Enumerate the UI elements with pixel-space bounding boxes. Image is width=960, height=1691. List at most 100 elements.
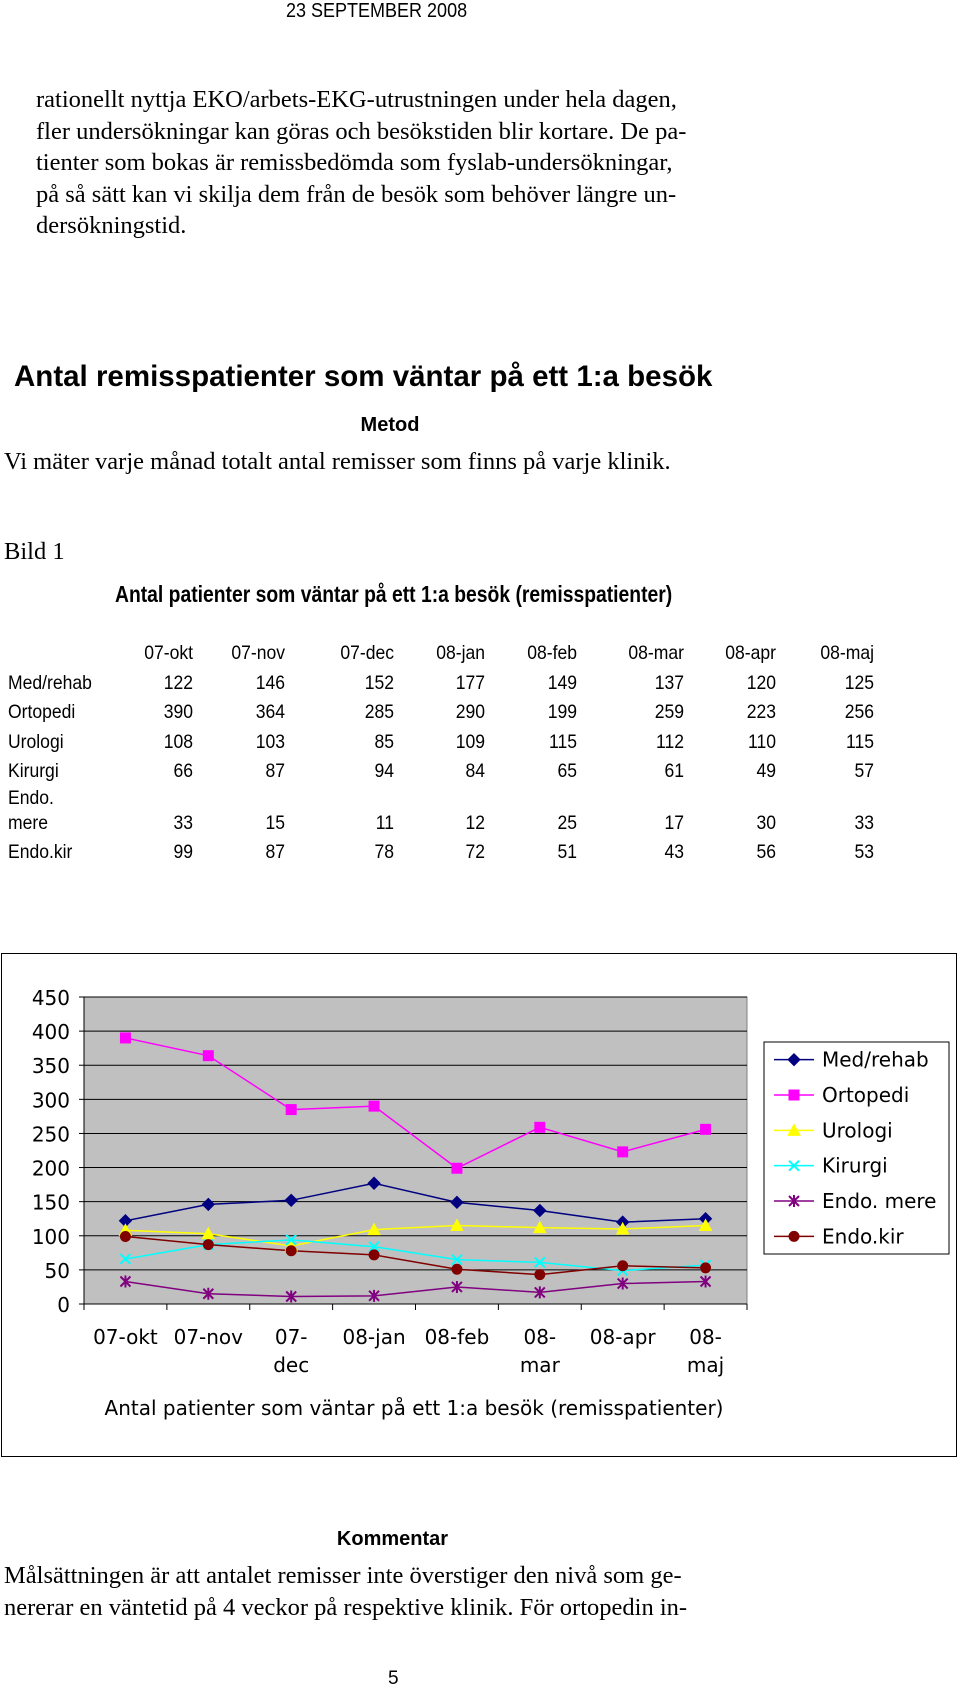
data-point xyxy=(119,1032,131,1044)
table-cell: 122 xyxy=(163,671,193,694)
table-cell: 78 xyxy=(374,841,394,863)
intro-line: på så sätt kan vi skilja dem från de bes… xyxy=(36,180,677,208)
legend-label: Kirurgi xyxy=(822,1154,888,1178)
table-row-label: Med/rehab xyxy=(8,671,92,694)
series-line xyxy=(125,1182,706,1223)
legend-label: Urologi xyxy=(822,1118,893,1142)
table-cell: 94 xyxy=(374,760,394,782)
data-point xyxy=(451,1280,463,1293)
table-cell: 33 xyxy=(854,811,874,834)
intro-line: dersökningstid. xyxy=(36,212,187,239)
table-cell: 11 xyxy=(375,811,394,834)
y-tick-label: 250 xyxy=(32,1122,70,1146)
data-point xyxy=(617,1146,629,1158)
table-cell: 108 xyxy=(163,730,193,753)
data-point xyxy=(368,1249,380,1261)
table-cell: 65 xyxy=(557,760,577,782)
table-cell: 15 xyxy=(265,811,285,834)
legend-marker xyxy=(788,1195,800,1207)
table-cell: 390 xyxy=(163,701,193,723)
data-point xyxy=(534,1286,546,1299)
series-line xyxy=(125,1239,706,1272)
table-column-header: 07-okt xyxy=(144,642,193,664)
table-cell: 53 xyxy=(854,841,874,863)
table-column-header: 08-jan xyxy=(436,642,485,664)
data-point xyxy=(285,1245,297,1257)
table-cell: 84 xyxy=(465,760,485,782)
data-point xyxy=(615,1221,630,1235)
table-column-header: 08-mar xyxy=(628,642,684,664)
data-point xyxy=(284,1193,298,1208)
table-cell: 49 xyxy=(756,760,776,782)
legend-box xyxy=(763,1041,950,1255)
table-cell: 152 xyxy=(364,671,394,694)
intro-line: rationellt nyttja EKO/arbets-EKG-utrustn… xyxy=(36,86,677,113)
table-column-header: 07-dec xyxy=(340,642,394,664)
table-cell: 120 xyxy=(746,671,776,694)
intro-paragraph: rationellt nyttja EKO/arbets-EKG-utrustn… xyxy=(36,84,766,242)
y-tick-label: 350 xyxy=(32,1054,70,1078)
data-point xyxy=(617,1260,629,1272)
table-cell: 112 xyxy=(656,730,684,753)
data-point xyxy=(201,1226,216,1240)
table-cell: 30 xyxy=(756,811,776,834)
table-row-label: Endo.kir xyxy=(8,841,73,863)
data-point xyxy=(451,1253,463,1266)
data-point xyxy=(202,1239,214,1251)
x-tick-label: maj xyxy=(687,1353,724,1377)
legend-marker xyxy=(787,1052,801,1067)
legend-label: Ortopedi xyxy=(822,1083,909,1107)
table-row-label: Kirurgi xyxy=(8,760,59,782)
metod-label: Metod xyxy=(360,414,420,436)
table-cell: 146 xyxy=(255,671,285,694)
data-point xyxy=(119,1275,132,1288)
y-tick-label: 50 xyxy=(45,1259,70,1283)
table-cell: 51 xyxy=(557,841,577,863)
table-cell: 17 xyxy=(664,811,684,834)
chart-frame: 0 50 100 150 200 250 300 350 400 450 07-okt 07-nov 0… xyxy=(1,953,957,1457)
y-tick-label: 300 xyxy=(32,1088,70,1112)
comment-line: Målsättningen är att antalet remisser in… xyxy=(4,1562,682,1589)
x-tick-label: 08-feb xyxy=(425,1325,490,1349)
data-point xyxy=(285,1290,297,1303)
x-tick-label: 07-nov xyxy=(174,1325,244,1349)
table-row-label: Ortopedi xyxy=(8,701,76,723)
table-row-label: mere xyxy=(8,811,48,834)
data-point xyxy=(367,1176,381,1190)
table-cell: 109 xyxy=(455,730,485,753)
data-point xyxy=(202,1050,214,1062)
data-point xyxy=(367,1222,381,1236)
table-column-header: 07-nov xyxy=(231,642,285,664)
x-tick-label: 08- xyxy=(689,1325,722,1349)
data-point xyxy=(698,1218,713,1232)
legend-label: Med/rehab xyxy=(822,1048,929,1072)
table-cell: 57 xyxy=(854,760,874,782)
figure-label: Bild 1 xyxy=(4,538,65,565)
series-line xyxy=(125,1235,706,1276)
data-point xyxy=(201,1197,216,1212)
page-date: 23 SEPTEMBER 2008 xyxy=(286,0,468,22)
table-cell: 85 xyxy=(374,730,394,753)
x-tick-label: 07-okt xyxy=(93,1325,158,1349)
table-column-header: 08-apr xyxy=(725,642,776,664)
x-tick-label: dec xyxy=(273,1353,309,1377)
table-cell: 364 xyxy=(255,701,285,723)
table-cell: 115 xyxy=(549,730,577,753)
table-cell: 25 xyxy=(557,811,577,834)
table-row-label: Endo. xyxy=(8,786,54,809)
y-tick-label: 450 xyxy=(32,986,70,1010)
data-point xyxy=(202,1287,215,1300)
table-cell: 103 xyxy=(255,730,285,753)
table-cell: 61 xyxy=(664,760,684,782)
table-cell: 177 xyxy=(455,671,485,694)
page-number: 5 xyxy=(388,1668,399,1689)
data-point xyxy=(450,1218,464,1232)
table-cell: 125 xyxy=(844,671,874,694)
plot-area xyxy=(83,996,748,1305)
legend-marker xyxy=(788,1089,800,1101)
data-point xyxy=(119,1253,132,1265)
data-point xyxy=(119,1230,131,1242)
legend-label: Endo.kir xyxy=(822,1224,904,1248)
data-point xyxy=(699,1275,712,1288)
data-point xyxy=(451,1263,463,1275)
